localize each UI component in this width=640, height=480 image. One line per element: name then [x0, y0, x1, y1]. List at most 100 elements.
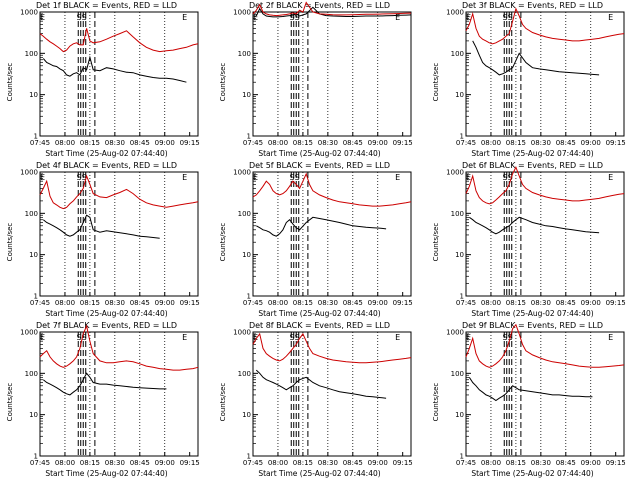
event-marker-label: SS [503, 13, 513, 22]
x-tick-label: 09:15 [606, 139, 626, 147]
chart-svg: 1 10 100 1000 07:45 08:00 08:15 08:30 08:45 09:00… [20, 9, 200, 148]
y-tick-label: 1 [34, 453, 38, 461]
x-tick-label: 09:00 [368, 299, 388, 307]
series-line-black [255, 6, 412, 18]
x-tick-label: 08:15 [506, 459, 526, 467]
x-tick-label: 09:15 [393, 299, 413, 307]
event-marker-label: E [182, 173, 187, 182]
event-marker-label: E [466, 13, 471, 22]
x-tick-label: 09:00 [581, 139, 601, 147]
event-marker-label: E [40, 173, 45, 182]
panel-title: Det 1f BLACK = Events, RED = LLD [35, 1, 178, 10]
event-marker-label: E [253, 333, 258, 342]
detector-panel-2f: Det 2f BLACK = Events, RED = LLD Start Ti… [213, 0, 426, 160]
x-tick-label: 09:15 [393, 459, 413, 467]
series-line-red [465, 7, 625, 45]
series-line-black [468, 377, 593, 402]
y-tick-label: 1 [460, 133, 464, 141]
x-tick-label: 07:45 [456, 299, 476, 307]
y-tick-label: 10 [242, 91, 251, 99]
panel-title: Det 4f BLACK = Events, RED = LLD [35, 161, 178, 170]
y-tick-label: 1000 [446, 169, 464, 177]
panel-title: Det 5f BLACK = Events, RED = LLD [248, 161, 391, 170]
x-axis-label: Start Time (25-Aug-02 07:44:40) [45, 469, 168, 478]
y-tick-label: 1000 [446, 329, 464, 337]
x-axis-label: Start Time (25-Aug-02 07:44:40) [471, 149, 594, 158]
x-axis-label: Start Time (25-Aug-02 07:44:40) [471, 469, 594, 478]
event-marker-label: SS [290, 173, 300, 182]
event-marker-label: E [395, 333, 400, 342]
y-tick-label: 10 [29, 411, 38, 419]
panel-title: Det 3f BLACK = Events, RED = LLD [461, 1, 604, 10]
x-axis-label: Start Time (25-Aug-02 07:44:40) [258, 469, 381, 478]
event-marker-label: SS [77, 173, 87, 182]
y-tick-label: 1000 [233, 169, 251, 177]
plot-frame [39, 331, 199, 457]
event-marker-label: SS [77, 13, 87, 22]
x-tick-label: 08:15 [293, 459, 313, 467]
series-line-red [252, 332, 412, 364]
y-tick-label: 100 [238, 50, 251, 58]
event-marker-label: E [40, 13, 45, 22]
event-marker-label: E [182, 13, 187, 22]
chart-svg: 1 10 100 1000 07:45 08:00 08:15 08:30 08:45 09:00… [446, 166, 626, 307]
event-marker-label: E [253, 173, 258, 182]
x-tick-label: 08:30 [531, 299, 551, 307]
y-tick-label: 1 [460, 293, 464, 301]
y-tick-label: 10 [242, 251, 251, 259]
x-tick-label: 08:30 [105, 139, 125, 147]
series-line-black [256, 216, 387, 237]
x-tick-label: 08:15 [506, 139, 526, 147]
y-tick-label: 1 [247, 453, 251, 461]
x-tick-label: 07:45 [243, 459, 263, 467]
x-tick-label: 08:30 [318, 139, 338, 147]
y-tick-label: 10 [29, 91, 38, 99]
event-marker-label: E [182, 333, 187, 342]
x-tick-label: 08:45 [556, 459, 576, 467]
event-marker-label: SS [503, 173, 513, 182]
y-tick-label: 10 [242, 411, 251, 419]
plot-frame [39, 171, 199, 297]
x-tick-label: 08:15 [293, 139, 313, 147]
x-tick-label: 09:00 [368, 139, 388, 147]
x-tick-label: 09:15 [393, 139, 413, 147]
x-axis-label: Start Time (25-Aug-02 07:44:40) [45, 149, 168, 158]
x-tick-label: 08:30 [105, 299, 125, 307]
x-tick-label: 08:45 [556, 299, 576, 307]
event-marker-label: E [395, 13, 400, 22]
y-tick-label: 1000 [233, 9, 251, 17]
panel-title: Det 8f BLACK = Events, RED = LLD [248, 321, 391, 330]
y-tick-label: 100 [451, 210, 464, 218]
event-marker-label: E [253, 13, 258, 22]
detector-panel-7f: Det 7f BLACK = Events, RED = LLD Start Ti… [0, 320, 213, 480]
x-tick-label: 08:00 [481, 459, 501, 467]
x-tick-label: 07:45 [30, 139, 50, 147]
panel-title: Det 6f BLACK = Events, RED = LLD [461, 161, 604, 170]
y-tick-label: 1 [460, 453, 464, 461]
y-tick-label: 100 [25, 210, 38, 218]
y-tick-label: 1000 [20, 169, 38, 177]
x-tick-label: 07:45 [30, 459, 50, 467]
x-axis-label: Start Time (25-Aug-02 07:44:40) [471, 309, 594, 318]
y-tick-label: 1000 [20, 9, 38, 17]
panel-title: Det 7f BLACK = Events, RED = LLD [35, 321, 178, 330]
x-tick-label: 09:15 [606, 299, 626, 307]
chart-svg: 1 10 100 1000 07:45 08:00 08:15 08:30 08:45 09:00… [233, 329, 413, 468]
x-tick-label: 09:15 [606, 459, 626, 467]
plot-frame [465, 171, 625, 297]
x-tick-label: 07:45 [243, 139, 263, 147]
x-tick-label: 08:00 [268, 139, 288, 147]
y-tick-label: 100 [25, 50, 38, 58]
x-tick-label: 09:15 [180, 139, 200, 147]
x-axis-label: Start Time (25-Aug-02 07:44:40) [45, 309, 168, 318]
x-tick-label: 08:45 [130, 299, 150, 307]
detector-panel-1f: Det 1f BLACK = Events, RED = LLD Start Ti… [0, 0, 213, 160]
y-tick-label: 10 [455, 251, 464, 259]
x-tick-label: 08:00 [55, 299, 75, 307]
x-tick-label: 08:30 [531, 459, 551, 467]
series-line-red [39, 324, 199, 371]
x-tick-label: 09:00 [155, 299, 175, 307]
x-tick-label: 08:00 [268, 299, 288, 307]
series-line-black [42, 372, 167, 396]
x-axis-label: Start Time (25-Aug-02 07:44:40) [258, 149, 381, 158]
